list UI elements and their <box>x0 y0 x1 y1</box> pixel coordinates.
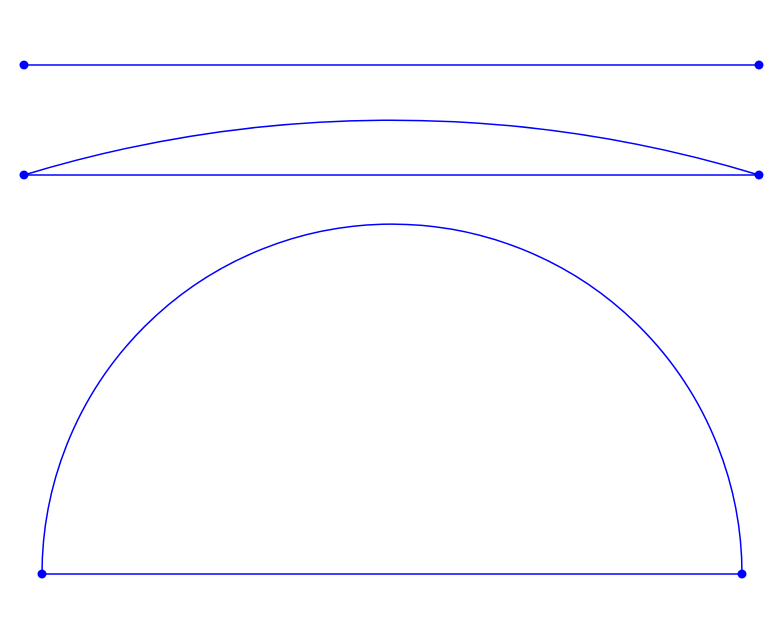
figure-circular-segment <box>19 119 764 180</box>
figure-segment <box>19 60 764 70</box>
semicircle-arc <box>41 223 743 575</box>
diameter-left-point <box>37 569 47 579</box>
segment-right-point <box>754 60 764 70</box>
segment-left-point <box>19 60 29 70</box>
shallow-arc <box>23 119 760 176</box>
chord-left-point <box>19 170 29 180</box>
figure-semicircle <box>37 223 747 579</box>
chord-right-point <box>754 170 764 180</box>
diameter-right-point <box>737 569 747 579</box>
